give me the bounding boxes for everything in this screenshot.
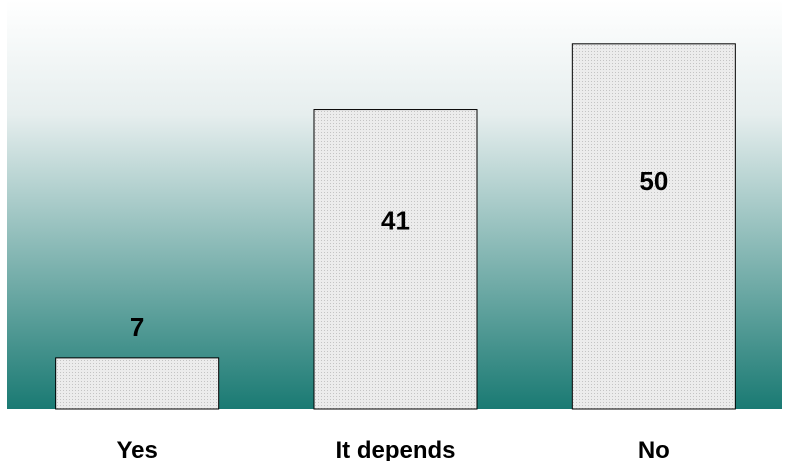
data-label: 41 [381,205,410,235]
x-tick-label: Yes [116,437,157,461]
bars-layer [55,43,736,410]
data-label: 50 [639,166,668,196]
data-label: 7 [130,312,144,342]
bar-yes [55,357,220,410]
labels-layer: 7 Yes 41 It depends 50 No [116,166,669,461]
bar-it-depends [313,109,478,410]
x-tick-label: No [638,437,670,461]
x-tick-label: It depends [335,437,455,461]
bar-no [571,43,736,410]
